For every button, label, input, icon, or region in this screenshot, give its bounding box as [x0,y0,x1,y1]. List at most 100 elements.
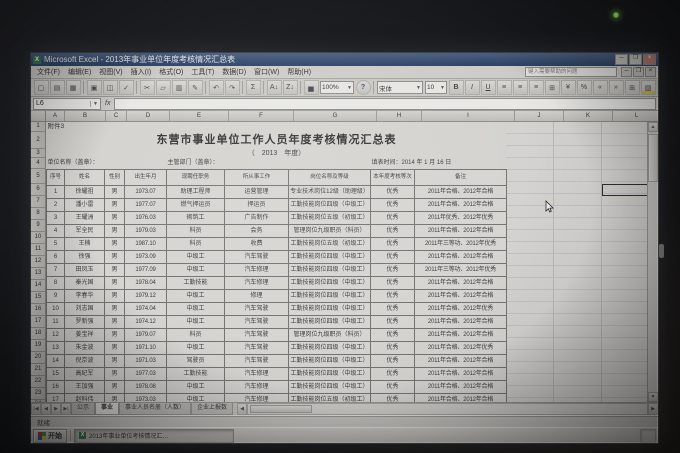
sort-ascending-icon[interactable]: A↓ [266,80,282,95]
table-cell[interactable]: 工勤技能岗位四级（中级工） [288,276,371,290]
column-header[interactable]: J [515,111,564,121]
table-cell[interactable]: 工勤技能岗位四级（中级工） [288,380,371,394]
zoom-select[interactable]: 100% ▼ [320,81,354,94]
table-cell[interactable]: 1976.03 [124,211,167,225]
table-cell[interactable]: 汽车修理 [224,380,289,394]
vertical-scrollbar[interactable]: ▲ ▼ [647,122,658,402]
table-cell[interactable]: 田凤玉 [64,263,105,277]
table-cell[interactable]: 12 [46,328,65,342]
redo-icon[interactable]: ↷ [224,80,240,95]
table-cell[interactable]: 优秀 [370,315,415,329]
table-cell[interactable]: 1987.10 [124,237,167,251]
bold-icon[interactable]: B [448,80,464,95]
percent-icon[interactable]: % [576,80,592,95]
italic-icon[interactable]: I [464,80,480,95]
table-cell[interactable]: 2011年合格、2012年合格 [413,354,508,368]
column-header[interactable]: G [294,111,377,121]
table-cell[interactable]: 工勤技能岗位四级（中级工） [288,289,371,303]
table-cell[interactable]: 2011年合格、2012年优秀 [413,341,508,355]
table-cell[interactable]: 2011年合格、2012年合格 [413,198,508,212]
table-cell[interactable]: 倪京波 [64,354,105,368]
formula-input[interactable] [114,97,656,110]
taskbar-task-button[interactable]: X 2013年事业单位考核情况汇… [74,428,234,443]
column-title-cell[interactable]: 序号 [46,169,65,186]
table-cell[interactable]: 13 [46,341,65,355]
table-cell[interactable]: 王加强 [64,380,105,394]
table-cell[interactable]: 男 [104,315,125,329]
table-cell[interactable]: 驾驶员 [166,354,225,368]
workbook-close-button[interactable]: × [645,67,656,77]
row-header[interactable]: 1 [31,122,45,132]
table-cell[interactable]: 姜宝祥 [64,328,105,342]
table-cell[interactable]: 砌筑工 [166,211,225,225]
table-cell[interactable]: 优秀 [370,393,415,402]
table-cell[interactable]: 男 [104,289,125,303]
table-cell[interactable]: 优秀 [370,224,415,238]
table-cell[interactable]: 1971.03 [124,354,167,368]
table-cell[interactable]: 1973.03 [124,393,167,402]
table-cell[interactable]: 工勤技能岗位五级（初级工） [288,211,371,225]
table-cell[interactable]: 工勤技能岗位四级（中级工） [288,367,371,381]
table-cell[interactable]: 汽车驾驶 [224,328,289,342]
table-cell[interactable]: 中级工 [166,380,225,394]
table-cell[interactable]: 优秀 [370,302,415,316]
print-preview-icon[interactable]: ◫ [102,80,118,95]
menu-item[interactable]: 窗口(W) [254,69,280,76]
open-folder-icon[interactable]: ▤ [49,80,65,95]
table-cell[interactable]: 李春华 [64,289,105,303]
sheet-tab[interactable]: 事业人员名册（人数） [119,403,192,415]
table-cell[interactable]: 秦光国 [64,276,105,290]
table-cell[interactable]: 男 [104,354,125,368]
table-cell[interactable]: 工勤技能 [166,367,225,381]
table-cell[interactable]: 优秀 [370,341,415,355]
table-cell[interactable]: 1 [46,185,65,199]
font-color-icon[interactable]: A [656,80,658,95]
spellcheck-icon[interactable]: ✓ [118,80,134,95]
workbook-minimize-button[interactable]: ─ [621,67,632,77]
sheet-grid[interactable]: 附件3 东营市事业单位工作人员年度考核情况汇总表 （ 2013 年度） 单位名称… [46,122,647,402]
table-cell[interactable]: 汽车驾驶 [224,315,289,329]
table-cell[interactable]: 男 [104,393,125,402]
table-cell[interactable]: 男 [104,276,125,290]
select-all-corner[interactable] [31,111,46,121]
table-cell[interactable]: 2011年合格、2012年优秀 [413,302,508,316]
table-cell[interactable]: 1977.07 [124,198,167,212]
table-cell[interactable]: 王楠 [64,237,105,251]
table-cell[interactable]: 优秀 [370,211,415,225]
row-header[interactable]: 2 [31,132,45,149]
align-center-icon[interactable]: ≡ [512,80,528,95]
table-cell[interactable]: 男 [104,263,125,277]
first-sheet-icon[interactable]: |◀ [31,403,41,415]
table-cell[interactable]: 2011年三等功、2012年优秀 [413,237,508,251]
table-cell[interactable]: 1978.04 [124,276,167,290]
table-cell[interactable]: 工勤技能岗位五级（初级工） [288,237,371,251]
row-header[interactable]: 20 [31,352,45,364]
format-painter-icon[interactable]: ✎ [187,80,203,95]
table-cell[interactable]: 4 [46,224,65,238]
increase-indent-icon[interactable]: » [608,80,624,95]
help-icon[interactable]: ? [355,80,371,95]
hscroll-left-icon[interactable]: ◀ [237,403,248,415]
print-icon[interactable]: ▣ [86,80,102,95]
row-header[interactable]: 14 [31,280,45,292]
table-cell[interactable]: 1974.04 [124,302,167,316]
table-cell[interactable]: 男 [104,198,125,212]
table-cell[interactable]: 优秀 [370,354,415,368]
table-cell[interactable]: 11 [46,315,65,329]
table-cell[interactable]: 8 [46,276,65,290]
maximize-button[interactable]: ❐ [629,54,642,65]
table-cell[interactable]: 2 [46,198,65,212]
cut-icon[interactable]: ✂ [139,80,155,95]
font-name-select[interactable]: 宋体 ▼ [377,81,423,94]
dept-label[interactable]: 主管部门（盖章）： [167,160,219,167]
table-cell[interactable]: 汽车修理 [224,276,289,290]
table-cell[interactable]: 男 [104,237,125,251]
column-title-cell[interactable]: 岗位名称及等级 [288,169,371,186]
table-cell[interactable]: 优秀 [370,367,415,381]
paste-icon[interactable]: ▥ [171,80,187,95]
sheet-tab[interactable]: 企业上报数 [191,403,234,415]
decrease-indent-icon[interactable]: « [592,80,608,95]
row-header[interactable]: 22 [31,376,45,388]
table-cell[interactable]: 潘小雷 [64,198,105,212]
menu-item[interactable]: 工具(T) [191,69,215,76]
